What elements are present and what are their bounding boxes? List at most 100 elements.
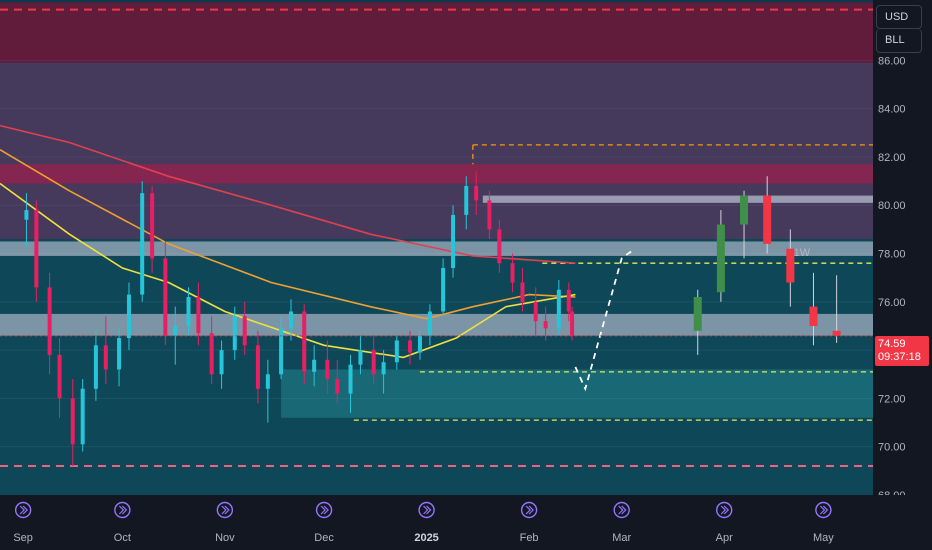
- plot-area[interactable]: [0, 0, 873, 495]
- daily-candle[interactable]: [150, 193, 155, 259]
- zone-red-band: [0, 164, 873, 184]
- timeframe-annotation-1w: 1W: [794, 247, 811, 259]
- price-tick-label: 70.00: [878, 442, 906, 454]
- time-tick-label: Mar: [612, 532, 631, 544]
- event-icon-glyph: [618, 505, 627, 515]
- daily-candle[interactable]: [219, 350, 224, 375]
- daily-candle[interactable]: [520, 282, 525, 302]
- daily-candle[interactable]: [34, 210, 39, 288]
- daily-candle[interactable]: [93, 345, 98, 389]
- currency-selector[interactable]: USD: [876, 5, 922, 29]
- event-icon-glyph: [118, 505, 128, 515]
- daily-candle[interactable]: [510, 263, 515, 283]
- weekly-candle[interactable]: [786, 248, 795, 283]
- daily-candle[interactable]: [186, 297, 191, 326]
- daily-candle[interactable]: [24, 210, 29, 220]
- daily-candle[interactable]: [417, 335, 422, 353]
- zone-top-supply: [0, 2, 873, 63]
- daily-candle[interactable]: [358, 350, 363, 365]
- price-tick-label: 86.00: [878, 55, 906, 67]
- daily-candle[interactable]: [497, 229, 502, 264]
- time-tick-label: Sep: [13, 532, 33, 544]
- weekly-candle[interactable]: [693, 297, 702, 331]
- moving-average-0: [0, 124, 576, 264]
- daily-candle[interactable]: [394, 340, 399, 363]
- weekly-candle[interactable]: [832, 330, 841, 336]
- event-icon[interactable]: [418, 501, 435, 519]
- daily-candle[interactable]: [196, 297, 201, 334]
- daily-candle[interactable]: [441, 268, 446, 312]
- event-icon[interactable]: [815, 501, 832, 519]
- zone-demand-box: [281, 369, 873, 418]
- daily-candle[interactable]: [57, 354, 62, 399]
- weekly-candle[interactable]: [740, 195, 749, 225]
- time-axis-background: [0, 495, 932, 550]
- daily-candle[interactable]: [427, 311, 432, 336]
- daily-candle[interactable]: [543, 321, 548, 329]
- daily-candle[interactable]: [474, 185, 479, 201]
- event-icon[interactable]: [613, 501, 630, 519]
- weekly-candle[interactable]: [763, 195, 772, 244]
- time-tick-label: Dec: [314, 532, 334, 544]
- projection-path: [574, 250, 633, 392]
- event-icon-glyph: [525, 505, 534, 515]
- daily-candle[interactable]: [140, 193, 145, 295]
- daily-candle[interactable]: [464, 185, 469, 215]
- event-icon[interactable]: [715, 501, 733, 519]
- time-axis[interactable]: Sep Oct Nov Dec 2025 Feb Mar Apr May: [0, 495, 932, 550]
- daily-candle[interactable]: [325, 359, 330, 380]
- daily-candle[interactable]: [566, 289, 571, 312]
- event-icon-glyph: [819, 505, 829, 515]
- daily-candle[interactable]: [312, 359, 317, 372]
- daily-candle[interactable]: [80, 388, 85, 445]
- daily-candle[interactable]: [556, 289, 561, 329]
- zone-white-band-3: [0, 313, 873, 336]
- price-tick-label: 76.00: [878, 297, 906, 309]
- daily-candle[interactable]: [451, 214, 456, 269]
- daily-candle[interactable]: [302, 311, 307, 372]
- daily-candle[interactable]: [47, 287, 52, 355]
- time-tick-label: Oct: [114, 532, 131, 544]
- daily-candle[interactable]: [487, 200, 492, 230]
- time-tick-label: May: [813, 532, 834, 544]
- weekly-candle[interactable]: [716, 224, 725, 293]
- event-icon-glyph: [720, 505, 730, 515]
- daily-candle[interactable]: [279, 328, 284, 375]
- daily-candle[interactable]: [570, 311, 575, 336]
- symbol-label[interactable]: BLL: [876, 29, 922, 53]
- event-icon-glyph: [221, 505, 230, 515]
- time-tick-label: Nov: [215, 532, 235, 544]
- lower-range-zone: [0, 239, 873, 495]
- daily-candle[interactable]: [173, 325, 178, 336]
- daily-candle[interactable]: [242, 316, 247, 346]
- weekly-candle[interactable]: [809, 306, 818, 326]
- daily-candle[interactable]: [163, 258, 168, 336]
- daily-candle[interactable]: [232, 316, 237, 351]
- price-tick-label: 84.00: [878, 104, 906, 116]
- moving-average-1: [0, 149, 576, 320]
- daily-candle[interactable]: [255, 345, 260, 389]
- daily-candle[interactable]: [335, 379, 340, 394]
- daily-candle[interactable]: [103, 345, 108, 370]
- daily-candle[interactable]: [117, 338, 122, 370]
- daily-candle[interactable]: [371, 350, 376, 375]
- daily-candle[interactable]: [70, 398, 75, 445]
- event-icon[interactable]: [520, 501, 538, 519]
- daily-candle[interactable]: [533, 301, 538, 322]
- daily-candle[interactable]: [408, 340, 413, 353]
- daily-candle[interactable]: [289, 311, 293, 329]
- daily-candle[interactable]: [209, 333, 214, 375]
- event-icon-glyph: [423, 505, 432, 515]
- daily-candle[interactable]: [348, 364, 353, 394]
- event-icon[interactable]: [315, 501, 333, 519]
- daily-candle[interactable]: [381, 362, 386, 375]
- time-tick-label: 2025: [414, 532, 438, 544]
- event-icon[interactable]: [14, 501, 32, 519]
- daily-candle[interactable]: [265, 374, 270, 389]
- event-icon[interactable]: [216, 501, 234, 519]
- price-axis[interactable]: 86.0084.0082.0080.0078.0076.0074.0072.00…: [873, 0, 932, 550]
- event-icon[interactable]: [114, 501, 131, 519]
- daily-candle[interactable]: [126, 294, 131, 339]
- last-price-value: 74.59: [878, 338, 906, 350]
